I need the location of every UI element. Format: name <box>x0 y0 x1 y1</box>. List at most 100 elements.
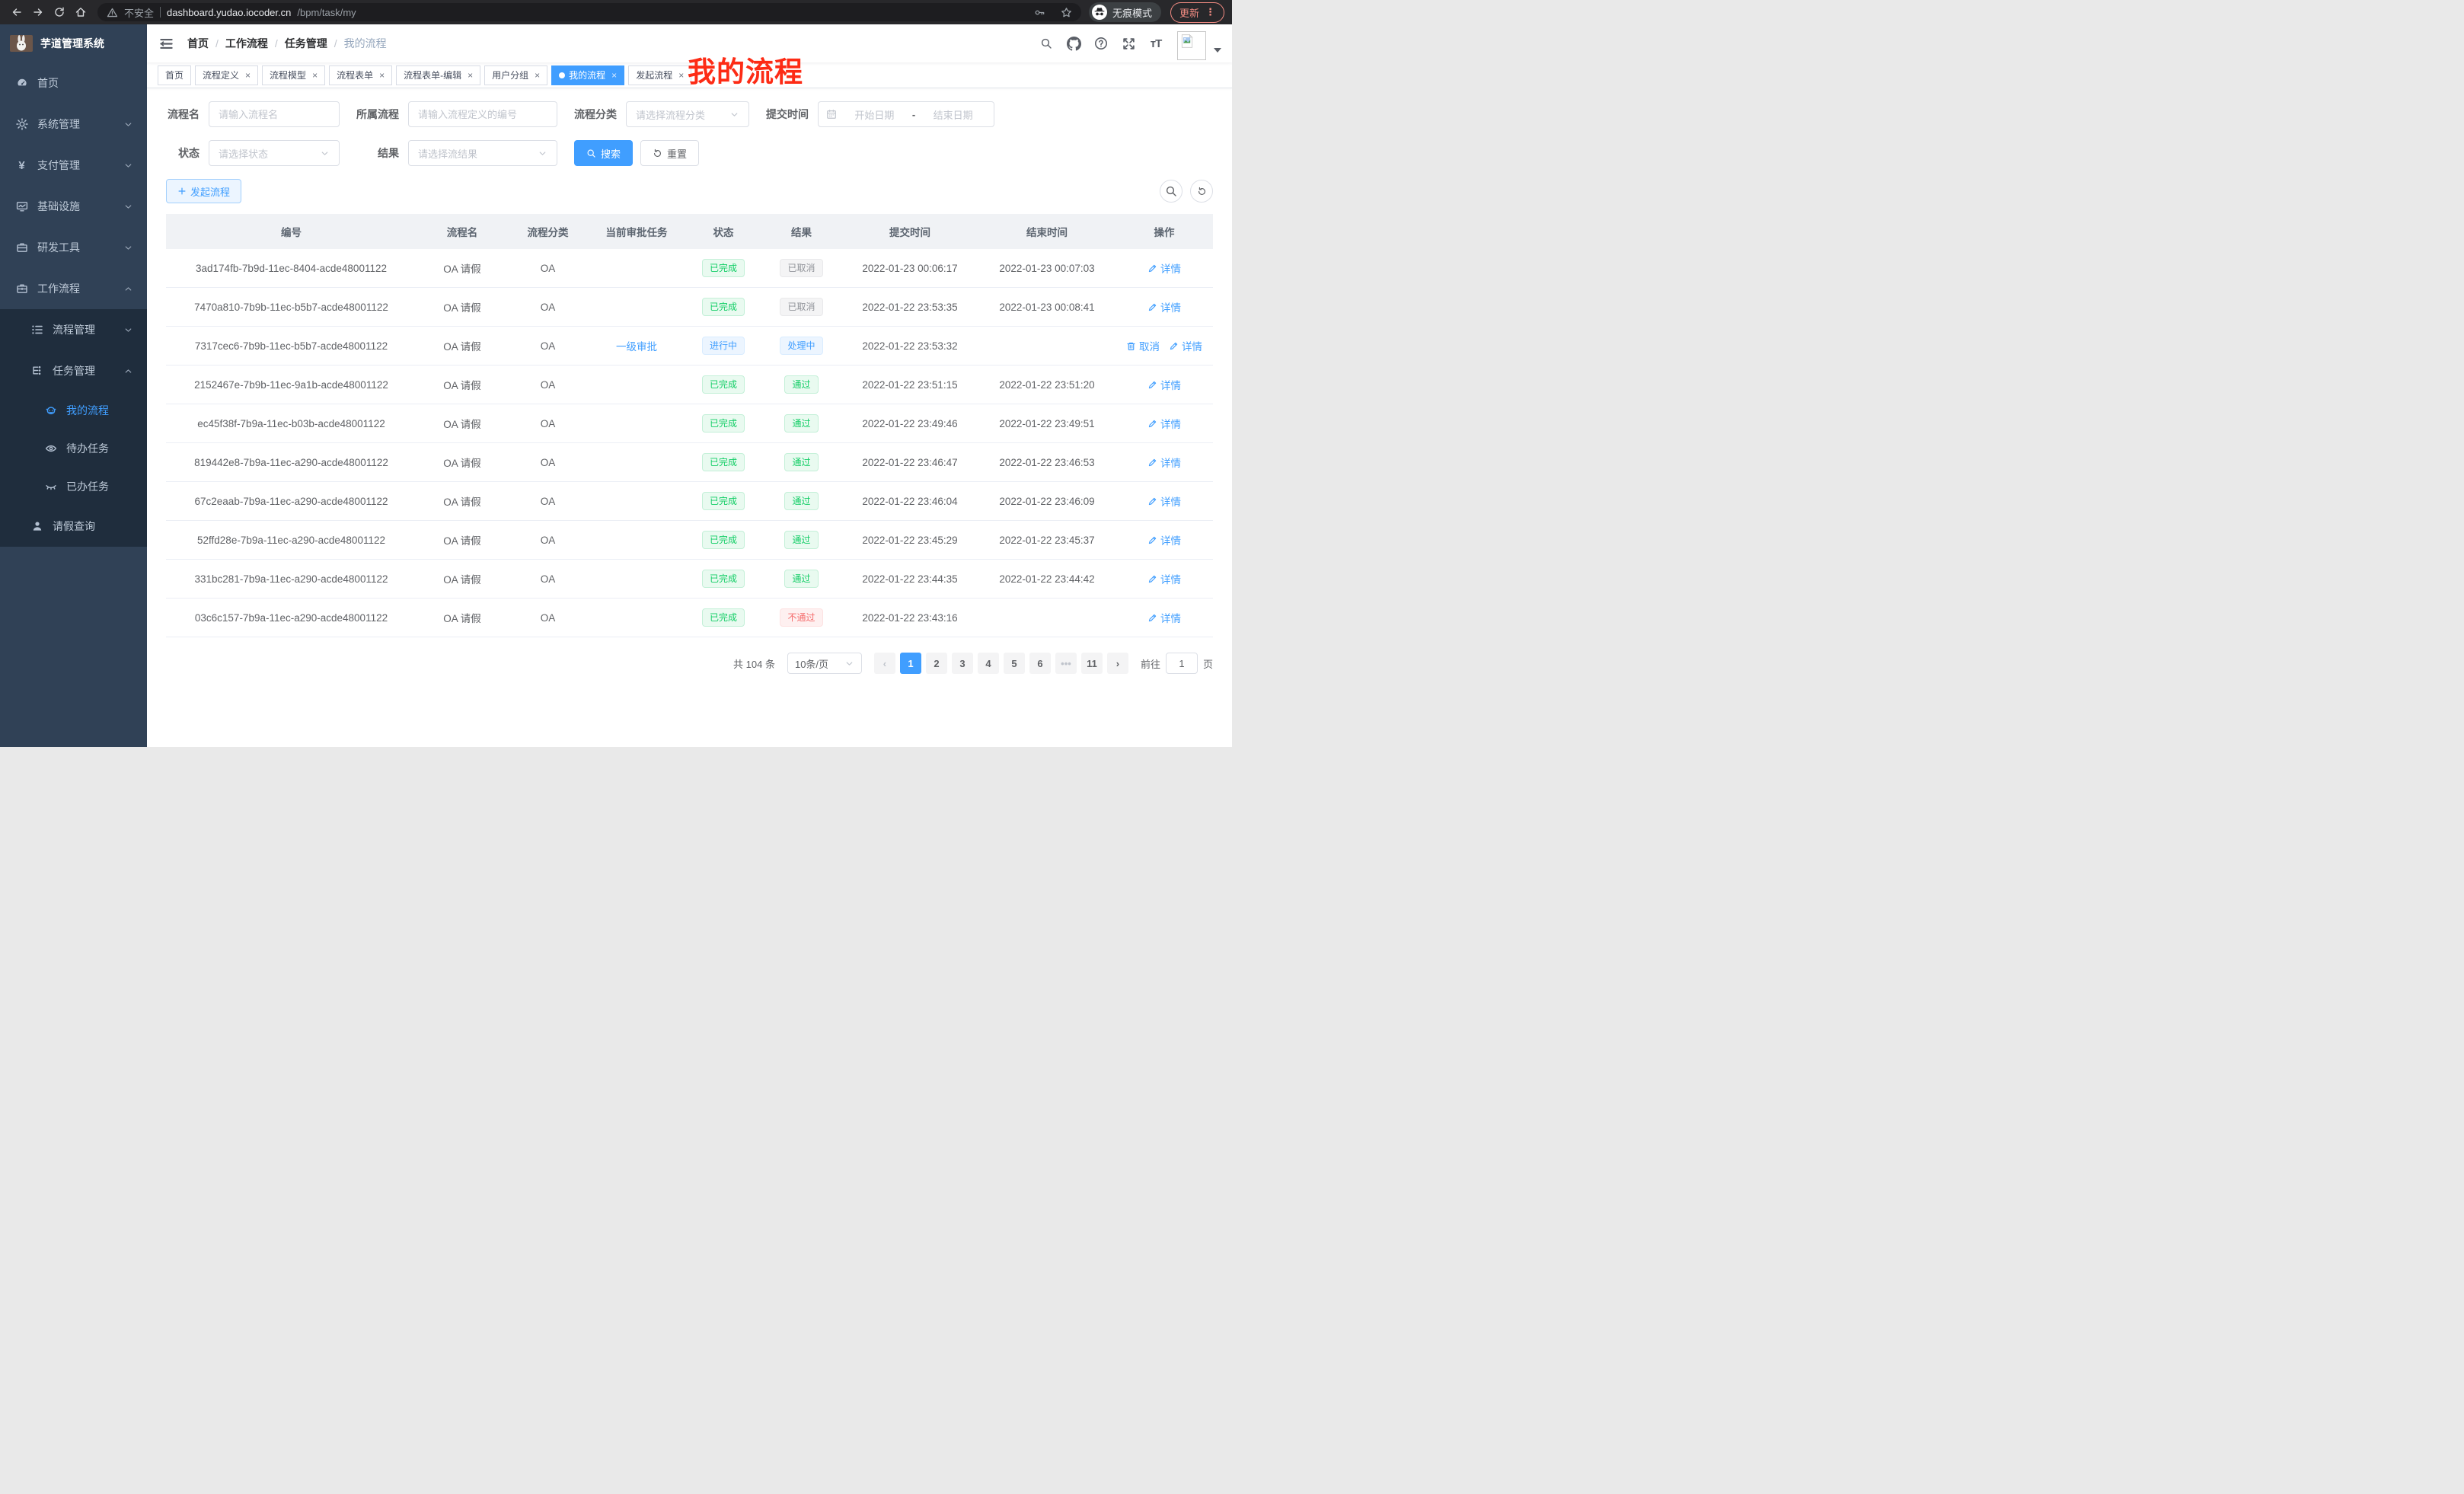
page-size-select[interactable]: 10条/页 <box>787 653 862 674</box>
forward-icon[interactable] <box>29 3 47 21</box>
table-search-button[interactable] <box>1160 180 1183 203</box>
page-button-4[interactable]: 4 <box>977 653 999 674</box>
sidebar-item-11[interactable]: 请假查询 <box>0 506 147 547</box>
font-size-icon[interactable]: тT <box>1150 37 1162 50</box>
cell-status: 已完成 <box>685 249 761 288</box>
cell-submit-time: 2022-01-22 23:53:35 <box>841 287 978 327</box>
close-tab-icon[interactable]: × <box>245 69 251 81</box>
sidebar-item-6[interactable]: 流程管理 <box>0 309 147 350</box>
process-definition-input[interactable] <box>408 101 557 127</box>
detail-action-link[interactable]: 详情 <box>1147 455 1181 470</box>
breadcrumb-item-2[interactable]: 任务管理 <box>284 37 327 49</box>
sidebar-item-2[interactable]: ¥ 支付管理 <box>0 145 147 186</box>
close-tab-icon[interactable]: × <box>468 69 474 81</box>
sidebar-item-5[interactable]: 工作流程 <box>0 268 147 309</box>
cell-id: 819442e8-7b9a-11ec-a290-acde48001122 <box>166 442 417 482</box>
calendar-icon <box>826 109 837 120</box>
create-process-button[interactable]: 发起流程 <box>166 179 242 203</box>
sidebar-item-4[interactable]: 研发工具 <box>0 227 147 268</box>
github-icon[interactable] <box>1060 30 1087 57</box>
tab-1[interactable]: 流程定义 × <box>195 65 259 85</box>
chevron-down-icon <box>123 161 133 171</box>
close-tab-icon[interactable]: × <box>611 69 618 81</box>
sidebar-toggle-icon[interactable] <box>159 37 174 51</box>
key-icon[interactable] <box>1034 7 1045 18</box>
tab-5[interactable]: 用户分组 × <box>484 65 548 85</box>
detail-action-link[interactable]: 详情 <box>1147 571 1181 586</box>
close-tab-icon[interactable]: × <box>535 69 541 81</box>
sidebar-item-1[interactable]: 系统管理 <box>0 104 147 145</box>
page-ellipsis[interactable]: ••• <box>1055 653 1077 674</box>
tab-0[interactable]: 首页 <box>158 65 192 85</box>
cell-id: 331bc281-7b9a-11ec-a290-acde48001122 <box>166 559 417 599</box>
fullscreen-icon[interactable] <box>1115 30 1142 57</box>
page-button-5[interactable]: 5 <box>1003 653 1025 674</box>
home-icon[interactable] <box>72 3 90 21</box>
page-button-2[interactable]: 2 <box>925 653 947 674</box>
browser-menu-icon[interactable]: ⋮ <box>1205 6 1215 18</box>
sidebar-item-0[interactable]: 首页 <box>0 62 147 104</box>
status-label: 状态 <box>178 147 199 159</box>
page-button-6[interactable]: 6 <box>1029 653 1051 674</box>
detail-action-link[interactable]: 详情 <box>1169 338 1202 353</box>
current-task-link[interactable]: 一级审批 <box>616 341 657 353</box>
close-tab-icon[interactable]: × <box>312 69 318 81</box>
reset-button[interactable]: 重置 <box>640 140 700 166</box>
sidebar-item-8[interactable]: 我的流程 <box>0 391 147 429</box>
detail-action-link[interactable]: 详情 <box>1147 260 1181 276</box>
monitor-icon <box>15 200 28 212</box>
avatar[interactable] <box>1177 31 1206 60</box>
edit-icon <box>1147 613 1157 623</box>
close-tab-icon[interactable]: × <box>379 69 385 81</box>
caret-down-icon[interactable] <box>1214 48 1221 53</box>
status-select[interactable]: 请选择状态 <box>209 140 340 166</box>
tab-4[interactable]: 流程表单-编辑 × <box>396 65 481 85</box>
next-page-button[interactable]: › <box>1106 653 1128 674</box>
breadcrumb-item-1[interactable]: 工作流程 <box>225 37 268 49</box>
sidebar-item-3[interactable]: 基础设施 <box>0 186 147 227</box>
result-select[interactable]: 请选择流结果 <box>408 140 557 166</box>
navbar-actions: тT <box>1033 27 1232 60</box>
tab-7[interactable]: 发起流程 × <box>628 65 692 85</box>
breadcrumb-separator: / <box>215 37 219 49</box>
cancel-action-link[interactable]: 取消 <box>1126 338 1160 353</box>
detail-action-link[interactable]: 详情 <box>1147 416 1181 431</box>
tab-3[interactable]: 流程表单 × <box>329 65 393 85</box>
incognito-label: 无痕模式 <box>1112 7 1152 19</box>
page-button-1[interactable]: 1 <box>899 653 921 674</box>
reload-icon[interactable] <box>50 3 69 21</box>
submit-time-range-picker[interactable]: 开始日期 - 结束日期 <box>818 101 994 127</box>
table-refresh-button[interactable] <box>1190 180 1213 203</box>
cell-end-time: 2022-01-22 23:49:51 <box>978 404 1116 443</box>
question-icon[interactable] <box>1087 30 1115 57</box>
close-tab-icon[interactable]: × <box>678 69 685 81</box>
back-icon[interactable] <box>8 3 26 21</box>
detail-action-link[interactable]: 详情 <box>1147 299 1181 314</box>
sidebar-item-label: 基础设施 <box>37 200 80 212</box>
detail-action-link[interactable]: 详情 <box>1147 377 1181 392</box>
detail-action-link[interactable]: 详情 <box>1147 610 1181 625</box>
sidebar-menu: 首页 系统管理 ¥ 支付管理基础设施研发工具 工作流程 流程管理 任务管理 我的流程 待办任务已… <box>0 62 147 547</box>
page-button-11[interactable]: 11 <box>1080 653 1103 674</box>
detail-action-link[interactable]: 详情 <box>1147 493 1181 509</box>
address-bar[interactable]: 不安全 dashboard.yudao.iocoder.cn/bpm/task/… <box>97 3 1081 21</box>
search-button[interactable]: 搜索 <box>574 140 634 166</box>
star-icon[interactable] <box>1061 7 1072 18</box>
detail-action-link[interactable]: 详情 <box>1147 532 1181 547</box>
process-category-select[interactable]: 请选择流程分类 <box>626 101 749 127</box>
jump-page-input[interactable] <box>1165 653 1198 674</box>
cell-result: 处理中 <box>761 326 841 366</box>
tab-2[interactable]: 流程模型 × <box>262 65 326 85</box>
cell-category: OA <box>508 365 588 404</box>
sidebar-item-10[interactable]: 已办任务 <box>0 468 147 506</box>
search-icon[interactable] <box>1033 30 1060 57</box>
breadcrumb-item-0[interactable]: 首页 <box>187 37 209 49</box>
page-button-3[interactable]: 3 <box>951 653 973 674</box>
process-name-input[interactable] <box>209 101 340 127</box>
browser-update-button[interactable]: 更新 ⋮ <box>1170 2 1224 23</box>
tab-6[interactable]: 我的流程 × <box>551 65 625 85</box>
sidebar-item-9[interactable]: 待办任务 <box>0 429 147 468</box>
sidebar-logo-row[interactable]: 芋道管理系统 <box>0 24 147 62</box>
sidebar-item-7[interactable]: 任务管理 <box>0 350 147 391</box>
prev-page-button[interactable]: ‹ <box>873 653 895 674</box>
